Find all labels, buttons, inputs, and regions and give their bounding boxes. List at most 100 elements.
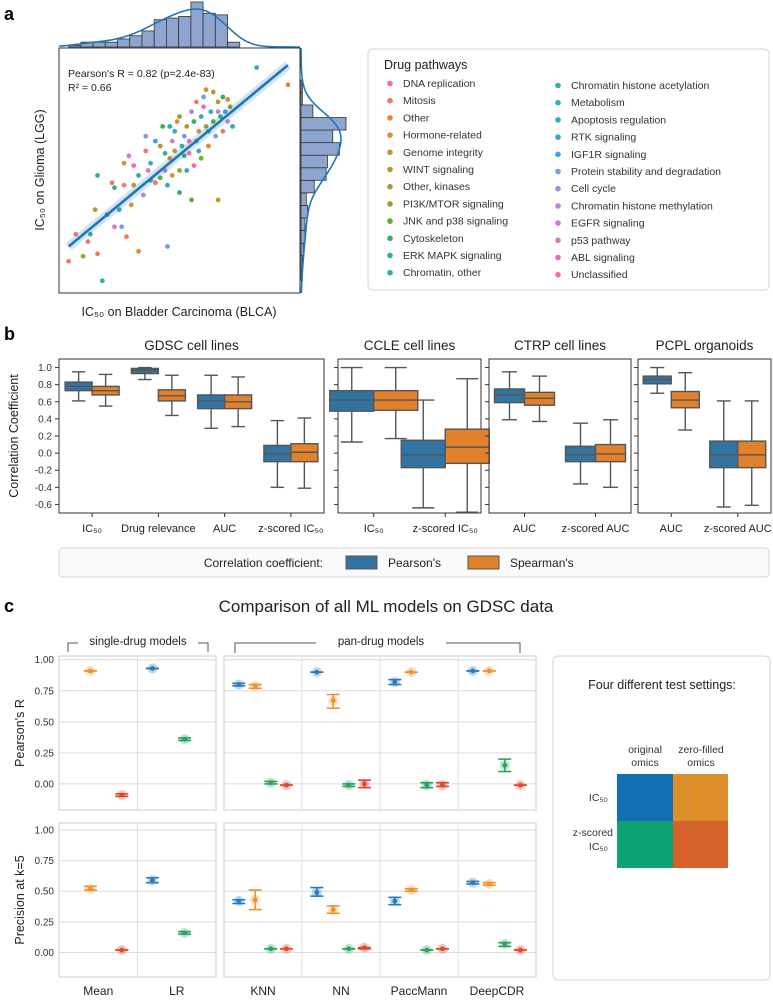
scatter-point: [109, 179, 116, 186]
scatter-point: [164, 243, 171, 250]
legend-marker-icon: [387, 166, 393, 173]
box-legend-title: Correlation coefficient:: [204, 556, 323, 570]
scatter-point: [128, 201, 135, 208]
scatter-point: [188, 196, 195, 203]
legend-marker-icon: [387, 218, 393, 224]
pearson-box: [493, 371, 526, 421]
scatter-point: [222, 108, 229, 115]
scatter-point: [140, 192, 147, 199]
y-tick-label: 0.25: [35, 917, 55, 928]
box-iqr: [594, 443, 627, 463]
scatter-point: [94, 250, 101, 257]
scatter-point: [219, 94, 226, 101]
scatter-point: [181, 152, 188, 159]
y-tick-label: 1.00: [35, 655, 55, 666]
mean-marker: [518, 782, 523, 788]
model-result-point: [342, 780, 356, 791]
scatter-point: [195, 147, 202, 154]
legend-item-label: JNK and p38 signaling: [403, 216, 508, 228]
legend-item-label: Hormone-related: [403, 130, 482, 142]
spearman-box: [444, 377, 490, 513]
legend-marker-icon: [387, 269, 393, 276]
y-tick-label: 0.00: [35, 779, 55, 790]
model-result-point: [388, 896, 402, 907]
model-result-point: [326, 904, 340, 915]
mean-marker: [182, 736, 188, 742]
mean-marker: [408, 887, 414, 893]
pan-drug-bracket: [234, 642, 521, 653]
model-result-point: [83, 883, 97, 894]
x-tick-label: AUC: [660, 523, 683, 535]
scatter-point: [130, 182, 137, 189]
model-result-point: [357, 778, 371, 789]
x-tick-label: z-scored IC₅₀: [413, 523, 478, 535]
model-result-point: [420, 780, 434, 791]
y-tick-label: 0.75: [35, 686, 55, 697]
mean-marker: [119, 947, 125, 953]
scatter-point: [164, 182, 171, 189]
model-result-point: [178, 734, 192, 745]
scatter-point: [152, 138, 159, 145]
scatter-point: [65, 258, 72, 265]
mean-marker: [268, 780, 274, 786]
y-tick-label: -0.4: [35, 483, 53, 494]
legend-item-label: EGFR signaling: [571, 218, 645, 230]
mean-marker: [440, 782, 445, 788]
model-result-point: [435, 943, 449, 954]
model-label: DeepCDR: [470, 984, 525, 998]
model-result-point: [466, 665, 480, 676]
scatter-point: [193, 98, 200, 105]
mean-marker: [330, 907, 336, 913]
mean-marker: [424, 947, 430, 953]
scatter-point: [84, 238, 91, 245]
box-iqr: [329, 389, 375, 412]
scatter-point: [212, 133, 219, 140]
model-result-point: [357, 942, 371, 953]
scatter-point: [195, 128, 202, 135]
mean-marker: [314, 890, 320, 895]
setting-swatch-zerofilled-zscored: [673, 821, 728, 868]
model-result-point: [466, 877, 480, 888]
x-marginal-bar: [117, 38, 131, 48]
legend-item-label: Unclassified: [571, 269, 628, 281]
y-marginal-bar: [300, 142, 340, 156]
scatter-point: [215, 98, 222, 105]
mean-marker: [408, 669, 414, 675]
scatter-point: [178, 143, 185, 150]
chart-marks-layer: DNA replication Mitosis Other Hormone-relat…: [35, 1, 772, 998]
scatter-point: [99, 277, 106, 284]
scatter-point: [147, 160, 154, 167]
scatter-annotation-r2: R² = 0.66: [68, 82, 112, 94]
model-label: PaccMann: [391, 984, 448, 998]
model-result-point: [498, 758, 512, 773]
legend-marker-icon: [555, 117, 561, 123]
mean-marker: [424, 782, 430, 788]
mean-marker: [392, 679, 398, 685]
scatter-point: [229, 123, 236, 130]
pearson-box: [196, 374, 226, 429]
model-label: LR: [169, 984, 185, 998]
mean-marker: [314, 669, 320, 675]
y-tick-label: -0.2: [35, 466, 53, 477]
x-marginal-bar: [178, 16, 192, 48]
test-settings-title: Four different test settings:: [588, 678, 736, 692]
model-label: NN: [332, 984, 349, 998]
model-result-point: [248, 889, 262, 911]
scatter-point: [224, 118, 231, 125]
scatter-point: [116, 206, 123, 213]
mean-marker: [518, 947, 523, 953]
panel-label-a: a: [4, 4, 15, 24]
model-result-point: [404, 885, 418, 896]
legend-item-label: Cytoskeleton: [403, 233, 464, 245]
y-tick-label: 1.00: [35, 825, 55, 836]
y-marginal-bar: [300, 167, 327, 181]
x-tick-label: z-scored AUC: [562, 523, 630, 535]
y-marginal-bar: [300, 117, 347, 131]
mean-marker: [362, 945, 367, 950]
model-result-point: [145, 875, 159, 886]
y-marginal-bar: [300, 129, 334, 144]
legend-item-label: ERK MAPK signaling: [403, 250, 502, 262]
panel-label-c: c: [4, 596, 14, 616]
col-label-zero-filled-1: zero-filled: [678, 744, 724, 756]
box-panel-title: PCPL organoids: [656, 338, 754, 353]
